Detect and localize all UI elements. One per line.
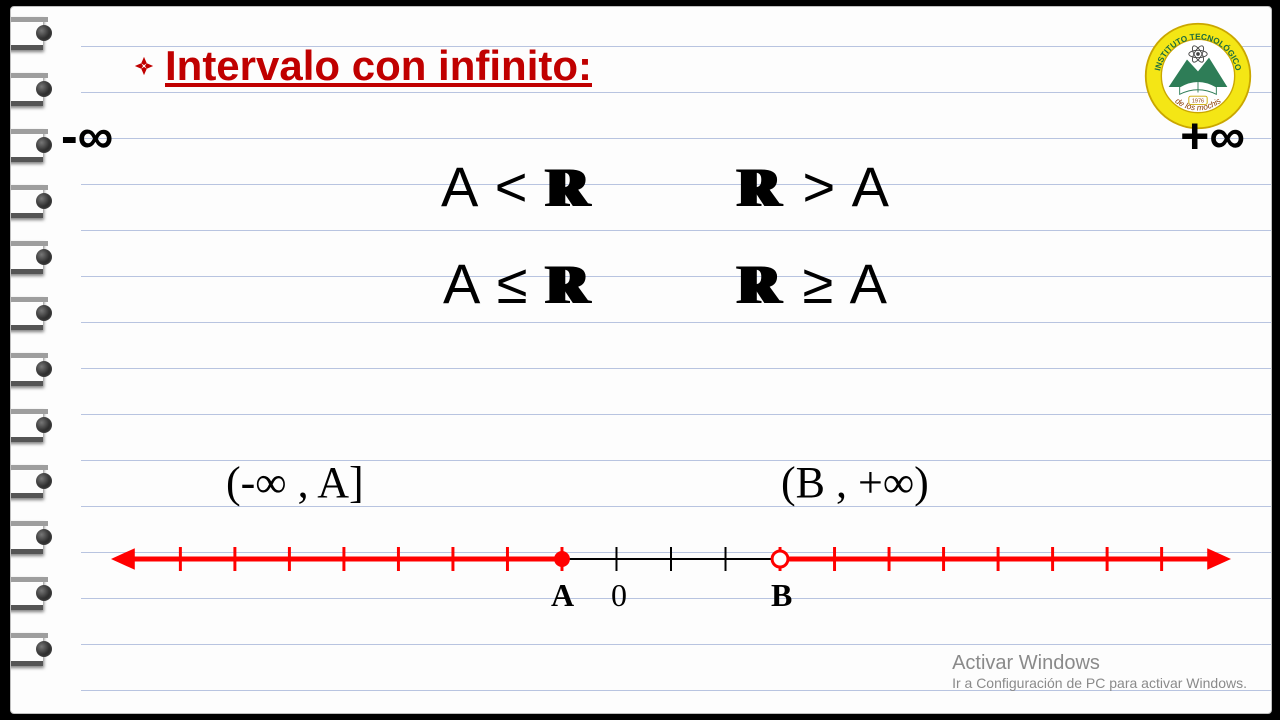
eq2-left: A ≤ R	[443, 252, 593, 315]
eq2-right: R ≥ A	[739, 252, 889, 315]
eq1-left: A < R	[441, 155, 593, 218]
label-A: A	[551, 577, 574, 614]
label-B: B	[771, 577, 792, 614]
notebook-page: INSTITUTO TECNOLÓGICO de los mochis 1976	[10, 6, 1272, 714]
watermark-line1: Activar Windows	[952, 652, 1247, 675]
bullet-diamond-icon	[133, 55, 155, 77]
label-zero: 0	[611, 577, 627, 614]
interval-right: (B , +∞)	[781, 457, 929, 508]
page-title: Intervalo con infinito:	[165, 42, 592, 90]
number-line: A 0 B	[111, 535, 1231, 615]
windows-watermark: Activar Windows Ir a Configuración de PC…	[952, 652, 1247, 691]
watermark-line2: Ir a Configuración de PC para activar Wi…	[952, 675, 1247, 691]
eq1-right: R > A	[739, 155, 891, 218]
logo-year: 1976	[1192, 99, 1204, 105]
interval-left: (-∞ , A]	[226, 457, 364, 508]
equations-block: A < R R > A A ≤ R R ≥ A	[101, 137, 1231, 353]
